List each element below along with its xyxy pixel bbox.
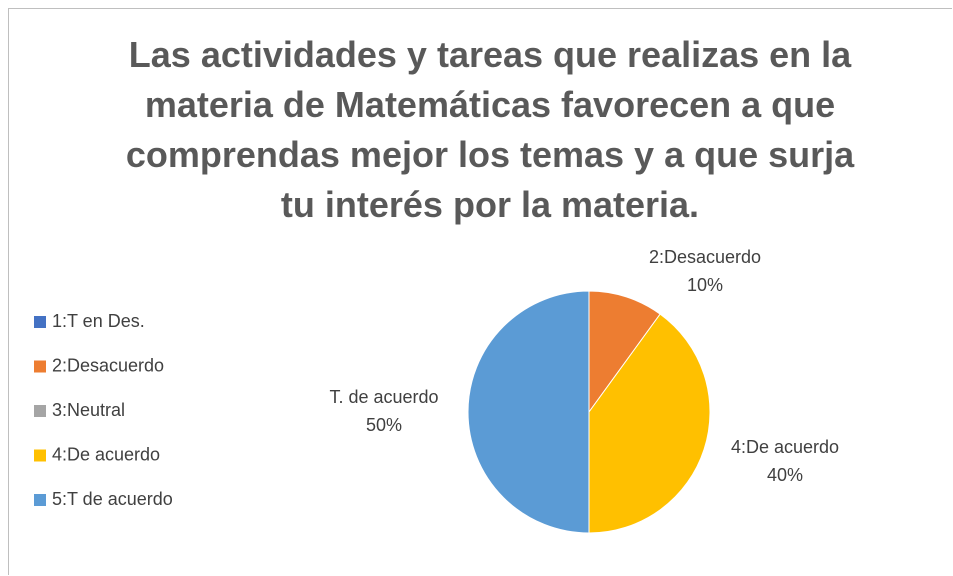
legend-swatch	[34, 316, 46, 328]
pie-slice	[467, 290, 590, 534]
chart-title: Las actividades y tareas que realizas en…	[125, 34, 855, 225]
data-label: 40%	[767, 465, 803, 485]
data-label-name: 2:Desacuerdo	[649, 247, 761, 267]
pie-slice	[588, 313, 711, 534]
chart-frame	[8, 8, 952, 575]
legend-label: 5:T de acuerdo	[52, 489, 173, 509]
data-label-name: T. de acuerdo	[329, 387, 438, 407]
legend-swatch	[34, 494, 46, 506]
legend-label: 4:De acuerdo	[52, 444, 160, 464]
legend-label: 2:Desacuerdo	[52, 355, 164, 375]
data-label-name: 4:De acuerdo	[731, 437, 839, 457]
legend-swatch	[34, 449, 46, 462]
legend-swatch	[34, 360, 46, 373]
legend-label: 1:T en Des.	[52, 311, 145, 331]
pie-slice	[588, 290, 661, 414]
legend-label: 3:Neutral	[52, 400, 125, 420]
legend-swatch	[34, 405, 46, 417]
data-label: 10%	[687, 275, 723, 295]
data-label: 50%	[366, 415, 402, 435]
